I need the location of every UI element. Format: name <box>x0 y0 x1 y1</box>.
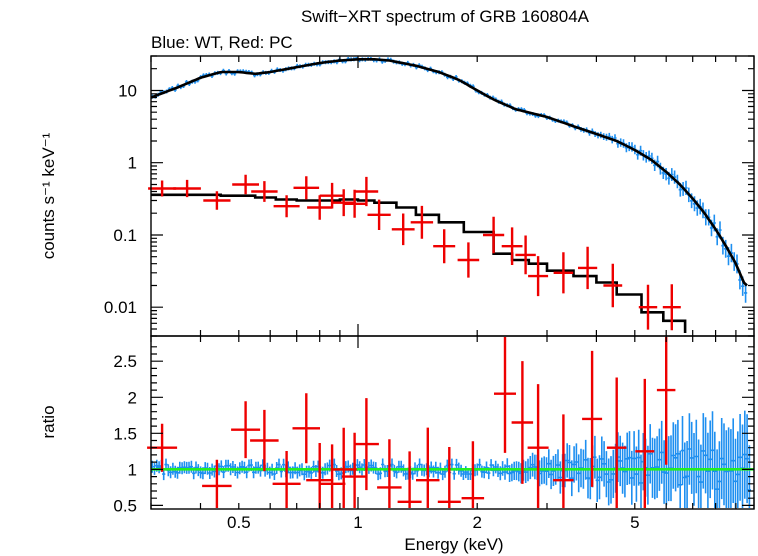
pc-spectrum-point <box>483 216 505 254</box>
pc-ratio-point <box>494 337 516 453</box>
pc-ratio-point <box>292 393 320 464</box>
pc-spectrum-point <box>307 195 333 220</box>
pc-spectrum-point <box>391 213 415 246</box>
pc-spectrum-point <box>173 179 201 198</box>
pc-ratio-point <box>397 451 422 508</box>
pc-spectrum-point <box>662 284 681 331</box>
pc-ratio-point <box>416 427 440 508</box>
pc-ratio-point <box>272 451 301 508</box>
pc-spectrum-point <box>457 242 480 278</box>
spectrum-y-tick-label: 1 <box>128 154 137 173</box>
pc-spectrum-point <box>578 246 598 290</box>
ratio-y-tick-label: 1.5 <box>113 424 137 443</box>
x-tick-label: 0.5 <box>227 513 251 532</box>
ratio-y-tick-label: 2 <box>128 388 137 407</box>
pc-ratio-point <box>553 414 574 508</box>
pc-ratio-point <box>527 384 549 508</box>
axes-layer: 0.01 0.1 1 10 0.5 1 1.5 2 2.5 0.5 1 2 5 <box>104 55 755 532</box>
x-tick-label: 5 <box>630 513 639 532</box>
pc-ratio-point <box>330 427 357 508</box>
pc-spectrum-point <box>638 284 658 330</box>
pc-ratio-point <box>341 432 368 508</box>
pc-ratio-point <box>306 443 334 508</box>
pc-spectrum-point <box>319 182 345 209</box>
pc-spectrum-point <box>273 195 300 218</box>
pc-spectrum-point <box>603 263 623 308</box>
wt-spectrum-points <box>150 57 748 303</box>
y-axis-label-spectrum: counts s⁻¹ keV⁻¹ <box>39 132 58 259</box>
y-axis-label-ratio: ratio <box>39 405 58 438</box>
pc-ratio-point <box>656 337 676 465</box>
pc-spectrum-point <box>433 229 456 264</box>
pc-ratio-point <box>511 361 534 484</box>
pc-spectrum-point <box>293 176 320 200</box>
wt-ratio-points <box>150 410 751 508</box>
pc-spectrum-point <box>410 205 434 239</box>
pc-ratio-point <box>250 409 279 472</box>
spectrum-y-tick-label: 0.1 <box>113 226 137 245</box>
pc-ratio-point <box>318 444 346 508</box>
pc-spectrum-point <box>515 235 536 275</box>
pc-ratio-point <box>202 459 232 508</box>
pc-data-layer <box>147 174 681 508</box>
ratio-panel-frame <box>150 335 755 510</box>
pc-spectrum-point <box>232 174 259 195</box>
pc-spectrum-point <box>203 191 231 210</box>
pc-spectrum-point <box>251 181 278 202</box>
pc-ratio-point <box>353 398 379 491</box>
pc-ratio-point <box>461 441 485 508</box>
pc-ratio-point <box>231 401 261 459</box>
x-tick-label: 2 <box>473 513 482 532</box>
x-axis-label: Energy (keV) <box>404 535 503 554</box>
model-layer <box>150 58 748 333</box>
pc-ratio-point <box>606 377 627 508</box>
wt-data-layer <box>150 57 751 508</box>
pc-spectrum-point <box>367 199 391 230</box>
chart-subtitle: Blue: WT, Red: PC <box>151 33 293 52</box>
pc-spectrum-point <box>148 180 177 197</box>
pc-ratio-point <box>437 447 461 508</box>
pc-ratio-point <box>582 350 603 487</box>
chart-title: Swift−XRT spectrum of GRB 160804A <box>301 7 590 26</box>
wt-model-line <box>150 58 748 287</box>
x-tick-label: 1 <box>353 513 362 532</box>
pc-spectrum-point <box>342 189 367 218</box>
pc-model-step <box>151 193 687 333</box>
pc-ratio-point <box>635 378 655 508</box>
pc-spectrum-point <box>553 252 574 294</box>
spectrum-y-tick-label: 0.01 <box>104 298 137 317</box>
ratio-y-tick-label: 0.5 <box>113 496 137 515</box>
ratio-y-tick-label: 2.5 <box>113 352 137 371</box>
pc-spectrum-point <box>354 176 379 207</box>
spectrum-y-tick-label: 10 <box>118 81 137 100</box>
pc-spectrum-point <box>528 256 549 297</box>
axis-ticks <box>150 55 755 509</box>
ratio-y-tick-label: 1 <box>128 460 137 479</box>
pc-spectrum-point <box>501 227 523 265</box>
pc-ratio-point <box>377 439 402 508</box>
